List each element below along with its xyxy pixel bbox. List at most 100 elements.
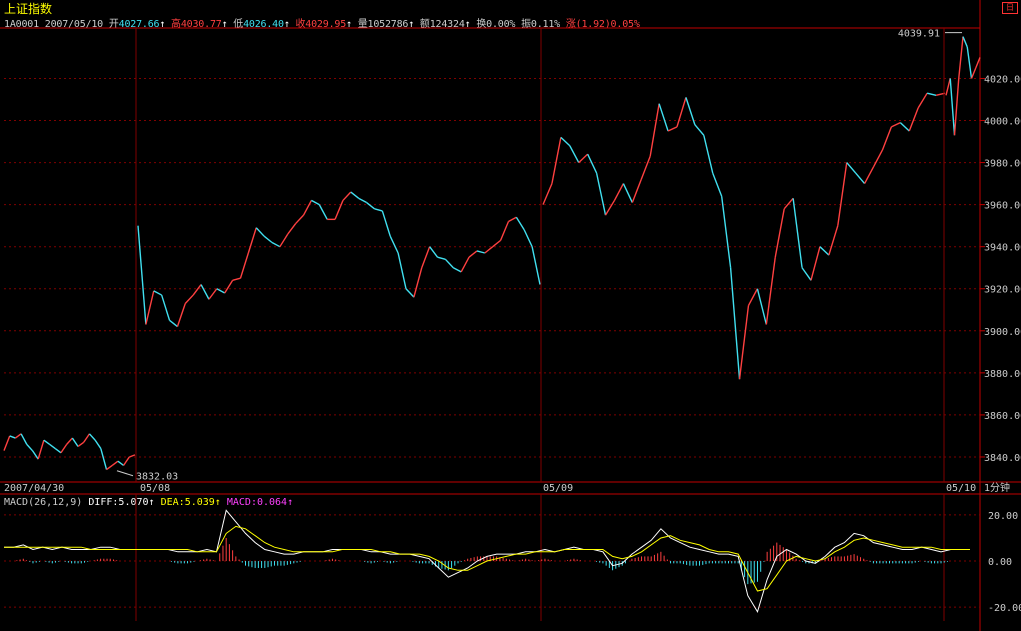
- day-period-button[interactable]: 日: [1002, 2, 1018, 14]
- dea-label: DEA:: [160, 497, 185, 508]
- price-line-segment: [263, 235, 273, 244]
- price-line-segment: [658, 103, 669, 132]
- price-line-segment: [531, 246, 541, 285]
- price-line-segment: [37, 439, 45, 460]
- price-line-segment: [523, 229, 533, 247]
- price-line-segment: [54, 447, 62, 454]
- dea-value: 5.039: [184, 497, 215, 508]
- price-line-segment: [405, 288, 415, 298]
- price-line-segment: [613, 183, 625, 201]
- price-line-segment: [397, 252, 407, 289]
- price-line-segment: [350, 191, 360, 199]
- price-line-segment: [774, 208, 785, 258]
- macd-value: 0.064: [256, 497, 288, 508]
- price-tick-label: 3900.00: [984, 327, 1021, 338]
- price-line-segment: [476, 250, 486, 254]
- price-line-segment: [926, 92, 937, 96]
- up-arrow-icon: ↑: [159, 19, 166, 30]
- price-line-segment: [271, 241, 281, 248]
- amount-value: 124324: [429, 19, 465, 30]
- price-line-segment: [783, 197, 794, 210]
- price-line-segment: [71, 437, 79, 447]
- price-line-segment: [631, 179, 642, 203]
- price-line-segment: [881, 126, 893, 151]
- macd-tick-label: -20.00: [988, 603, 1021, 614]
- price-line-segment: [747, 288, 759, 306]
- price-line-segment: [3, 435, 11, 451]
- price-line-segment: [595, 172, 607, 216]
- open-value: 4027.66: [118, 19, 160, 30]
- quote-date: 2007/05/10: [44, 19, 103, 30]
- price-line-segment: [694, 124, 705, 136]
- price-line-segment: [863, 166, 875, 184]
- price-tick-label: 3920.00: [984, 285, 1021, 296]
- time-axis-label: 05/08: [140, 483, 170, 494]
- index-title: 上证指数: [4, 2, 53, 16]
- price-line-segment: [111, 460, 119, 466]
- price-line-segment: [374, 208, 383, 212]
- price-line-segment: [123, 456, 130, 466]
- price-line-segment: [738, 305, 750, 380]
- price-tick-label: 3880.00: [984, 369, 1021, 380]
- price-line-segment: [429, 246, 439, 258]
- price-line-segment: [945, 78, 951, 96]
- up-arrow-icon: ↑: [214, 497, 221, 508]
- price-line-segment: [137, 225, 147, 325]
- price-line-segment: [9, 435, 16, 439]
- price-line-segment: [94, 439, 102, 449]
- quote-info-bar: 1A0001 2007/05/10 开4027.66↑ 高4030.77↑ 低4…: [4, 15, 640, 30]
- price-line-segment: [129, 454, 136, 458]
- price-line-segment: [587, 153, 598, 174]
- diff-value: 5.070: [118, 497, 149, 508]
- high-value: 4030.77: [180, 19, 222, 30]
- volume-value: 1052786: [367, 19, 409, 30]
- close-label: 收: [295, 19, 306, 30]
- min-value-label: 3832.03: [136, 472, 178, 483]
- price-line-segment: [176, 303, 186, 327]
- price-line-segment: [437, 256, 446, 260]
- price-line-segment: [421, 246, 431, 268]
- price-line-segment: [958, 36, 964, 79]
- price-line-segment: [578, 153, 589, 164]
- up-arrow-icon: ↑: [283, 19, 290, 30]
- price-line-segment: [712, 172, 723, 197]
- price-line-segment: [792, 198, 803, 268]
- price-line-segment: [640, 156, 651, 180]
- up-arrow-icon: ↑: [221, 19, 228, 30]
- volume-label: 量: [357, 19, 368, 30]
- price-line-segment: [891, 121, 901, 128]
- price-line-segment: [160, 294, 171, 321]
- turnover-label: 换: [476, 19, 487, 30]
- price-line-segment: [908, 107, 919, 132]
- price-line-segment: [295, 214, 305, 225]
- price-line-segment: [720, 196, 732, 268]
- price-line-segment: [966, 46, 973, 79]
- up-arrow-icon: ↑: [408, 19, 415, 30]
- price-line-segment: [100, 448, 108, 470]
- price-tick-label: 3860.00: [984, 411, 1021, 422]
- time-axis-label: 05/09: [543, 483, 573, 494]
- price-line-segment: [302, 200, 313, 216]
- price-line-segment: [846, 162, 857, 174]
- price-line-segment: [77, 441, 85, 448]
- change-value: (1.92)0.05%: [575, 19, 640, 30]
- price-line-segment: [358, 197, 367, 204]
- price-line-segment: [88, 433, 96, 441]
- price-line-segment: [334, 200, 344, 220]
- price-tick-label: 4000.00: [984, 117, 1021, 128]
- price-line-segment: [667, 126, 678, 132]
- price-line-segment: [184, 294, 194, 304]
- price-line-segment: [975, 57, 981, 69]
- price-line-segment: [508, 216, 517, 223]
- price-line-segment: [499, 221, 510, 241]
- open-label: 开: [108, 19, 119, 30]
- price-line-segment: [917, 92, 928, 109]
- up-arrow-icon: ↑: [287, 497, 294, 508]
- price-line-segment: [311, 199, 320, 206]
- price-line-segment: [318, 204, 328, 220]
- macd-dea-line: [4, 525, 970, 592]
- macd-indicator-name: MACD(26,12,9): [4, 497, 83, 508]
- price-tick-label: 4020.00: [984, 74, 1021, 85]
- price-line-segment: [200, 284, 210, 300]
